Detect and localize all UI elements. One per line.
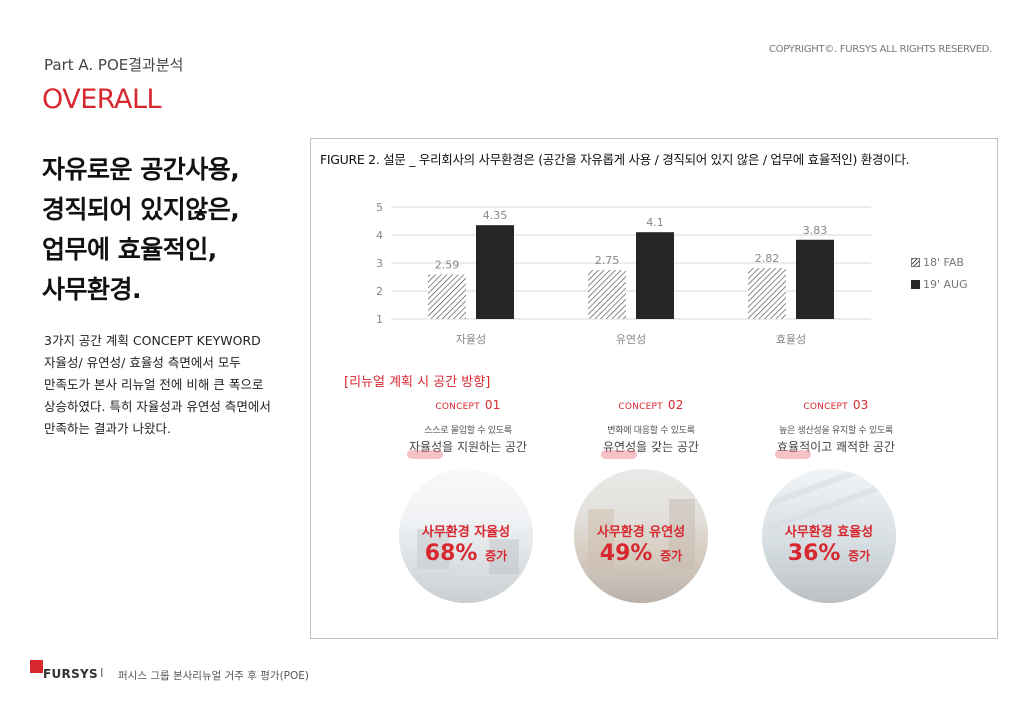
footer-separator: I: [100, 666, 104, 680]
section-title: OVERALL: [42, 84, 162, 115]
copyright-notice: COPYRIGHT©. FURSYS ALL RIGHTS RESERVED.: [768, 44, 992, 55]
photo-overlay: [399, 469, 533, 603]
legend-swatch-hatched: [911, 258, 920, 267]
photo-overlay: [574, 469, 708, 603]
logo-mark: [30, 660, 43, 673]
concept-number: 02: [667, 398, 684, 412]
footer-text: 퍼시스 그룹 본사리뉴얼 거주 후 평가(POE): [118, 670, 310, 682]
data-label: 2.59: [435, 258, 460, 271]
description-line: 만족도가 본사 리뉴얼 전에 비해 큰 폭으로: [44, 376, 264, 392]
description-line: 상승하였다. 특히 자율성과 유연성 측면에서: [44, 398, 271, 414]
concept-number: 03: [852, 398, 869, 412]
bar-fab: [748, 268, 786, 319]
data-label: 3.83: [803, 224, 828, 237]
concept-01: CONCEPT 01 스스로 몰입할 수 있도록 자율성을 지원하는 공간: [383, 394, 553, 459]
stat-title: 사무환경 자율성: [421, 525, 511, 540]
bar-aug: [636, 232, 674, 319]
photo-detail: [489, 539, 519, 574]
logo-text: FURSYS: [43, 667, 98, 681]
keyword-highlight: [406, 450, 443, 459]
stat-text: 사무환경 유연성 49% 증가: [574, 521, 708, 568]
data-label: 2.82: [755, 252, 780, 265]
y-tick-label: 1: [376, 313, 383, 326]
concept-keyword: 유연성을 갖는 공간: [601, 438, 699, 459]
y-tick-label: 4: [376, 229, 383, 242]
concept-02: CONCEPT 02 변화에 대응할 수 있도록 유연성을 갖는 공간: [566, 394, 736, 459]
concept-subtitle: 높은 생산성을 유지할 수 있도록: [779, 426, 893, 436]
bar-fab: [588, 270, 626, 319]
headline: 자유로운 공간사용, 경직되어 있지않은, 업무에 효율적인, 사무환경.: [42, 150, 322, 310]
x-category-label: 자율성: [456, 333, 486, 346]
concept-photo-circle-03: 사무환경 효율성 36% 증가: [762, 469, 896, 603]
stat-text: 사무환경 자율성 68% 증가: [399, 521, 533, 568]
concept-label: CONCEPT: [618, 402, 663, 412]
headline-line: 경직되어 있지않은,: [42, 195, 240, 224]
bar-aug: [796, 239, 834, 319]
bar-aug: [476, 225, 514, 319]
legend-label: 18' FAB: [923, 256, 964, 269]
concept-subtitle: 스스로 몰입할 수 있도록: [424, 426, 512, 436]
stat-text: 사무환경 효율성 36% 증가: [762, 521, 896, 568]
concept-label: CONCEPT: [435, 402, 480, 412]
stat-title: 사무환경 유연성: [596, 525, 686, 540]
headline-line: 업무에 효율적인,: [42, 235, 217, 264]
keyword-highlight: [774, 450, 811, 459]
photo-detail: [588, 509, 614, 569]
legend-item-aug: 19' AUG: [911, 278, 968, 291]
legend-label: 19' AUG: [923, 278, 968, 291]
concept-subtitle: 변화에 대응할 수 있도록: [607, 426, 695, 436]
headline-line: 사무환경.: [42, 275, 142, 304]
description: 3가지 공간 계획 CONCEPT KEYWORD 자율성/ 유연성/ 효율성 …: [44, 330, 304, 439]
data-label: 4.1: [646, 216, 664, 229]
photo-detail: [417, 529, 449, 569]
photo-detail: [669, 499, 695, 569]
y-tick-label: 3: [376, 257, 383, 270]
concept-photo-circle-02: 사무환경 유연성 49% 증가: [574, 469, 708, 603]
legend-swatch-dark: [911, 280, 920, 289]
data-label: 4.35: [483, 209, 508, 222]
concept-keyword: 효율적이고 쾌적한 공간: [774, 438, 895, 459]
concept-keyword: 자율성을 지원하는 공간: [406, 438, 527, 459]
concept-label: CONCEPT: [803, 402, 848, 412]
direction-label: [리뉴얼 계획 시 공간 방향]: [344, 375, 491, 390]
x-category-label: 효율성: [776, 333, 806, 346]
stat-title: 사무환경 효율성: [784, 525, 874, 540]
stat-value: 49% 증가: [599, 541, 683, 566]
figure-panel: FIGURE 2. 설문 _ 우리회사의 사무환경은 (공간을 자유롭게 사용 …: [310, 138, 998, 639]
bar-chart: 1 2 3 4 5 2.59 4.35 자율성 2.75 4.1 유연성 2.82 3.83 효율성: [376, 201, 871, 346]
legend-item-fab: 18' FAB: [911, 256, 964, 269]
y-tick-label: 5: [376, 201, 383, 214]
keyword-highlight: [601, 450, 638, 459]
stat-value: 68% 증가: [424, 541, 508, 566]
description-line: 자율성/ 유연성/ 효율성 측면에서 모두: [44, 354, 241, 370]
concept-number: 01: [484, 398, 501, 412]
description-line: 만족하는 결과가 나왔다.: [44, 420, 171, 436]
part-label: Part A. POE결과분석: [44, 56, 184, 74]
x-category-label: 유연성: [616, 333, 646, 346]
description-line: 3가지 공간 계획 CONCEPT KEYWORD: [44, 333, 261, 348]
bar-fab: [428, 274, 466, 319]
figure-title: FIGURE 2. 설문 _ 우리회사의 사무환경은 (공간을 자유롭게 사용 …: [320, 152, 910, 167]
photo-overlay: [762, 469, 896, 603]
stat-value: 36% 증가: [787, 541, 871, 566]
y-tick-label: 2: [376, 285, 383, 298]
concept-03: CONCEPT 03 높은 생산성을 유지할 수 있도록 효율적이고 쾌적한 공…: [751, 394, 921, 459]
data-label: 2.75: [595, 254, 620, 267]
headline-line: 자유로운 공간사용,: [42, 155, 240, 184]
concept-photo-circle-01: 사무환경 자율성 68% 증가: [399, 469, 533, 603]
